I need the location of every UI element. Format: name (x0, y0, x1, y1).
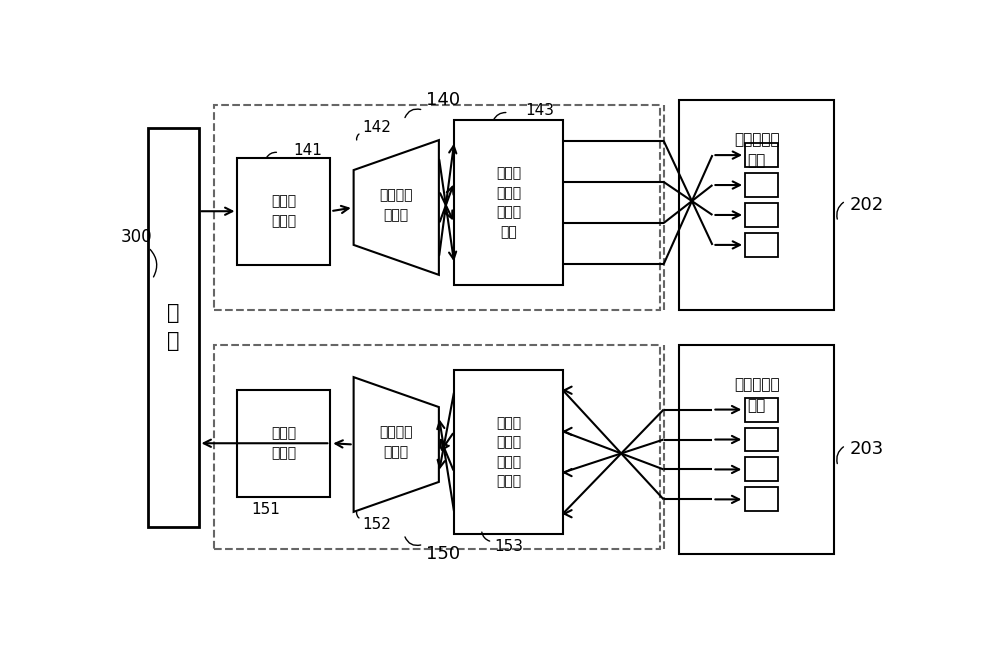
Text: 主
机: 主 机 (167, 303, 180, 351)
Text: 第二解串
器电路: 第二解串 器电路 (380, 189, 413, 222)
Text: 142: 142 (362, 120, 391, 135)
Text: 第二接
收端口: 第二接 收端口 (271, 194, 296, 228)
Bar (148, 128, 199, 527)
Text: 141: 141 (293, 143, 322, 157)
Bar (454, 120, 563, 285)
Text: 203: 203 (850, 441, 884, 459)
Text: 接收阵列单
元组: 接收阵列单 元组 (734, 377, 779, 413)
Text: 第二串行
器电路: 第二串行 器电路 (380, 425, 413, 459)
Bar (745, 398, 778, 422)
Bar (745, 457, 778, 481)
Text: 第二多
通道高
压驱动
电路: 第二多 通道高 压驱动 电路 (496, 167, 521, 238)
Bar (214, 345, 660, 550)
Text: 153: 153 (494, 539, 523, 554)
Text: 第二多
通道低
噪声放
大电路: 第二多 通道低 噪声放 大电路 (496, 416, 521, 488)
Text: 151: 151 (251, 502, 280, 517)
Bar (679, 345, 834, 554)
Bar (214, 105, 660, 310)
Bar (745, 428, 778, 452)
Text: 第二发
射端口: 第二发 射端口 (271, 426, 296, 460)
Text: 143: 143 (525, 102, 554, 118)
Bar (237, 157, 330, 265)
Bar (745, 203, 778, 227)
Text: 202: 202 (850, 196, 884, 214)
Bar (745, 487, 778, 511)
Text: 300: 300 (121, 229, 152, 246)
Text: 发射阵列单
元组: 发射阵列单 元组 (734, 133, 779, 168)
Bar (454, 369, 563, 535)
Bar (679, 100, 834, 310)
Text: 140: 140 (426, 91, 460, 110)
Bar (237, 389, 330, 497)
Bar (745, 233, 778, 257)
Text: 150: 150 (426, 545, 460, 563)
Bar (745, 143, 778, 167)
Bar (745, 173, 778, 197)
Text: 152: 152 (362, 517, 391, 532)
